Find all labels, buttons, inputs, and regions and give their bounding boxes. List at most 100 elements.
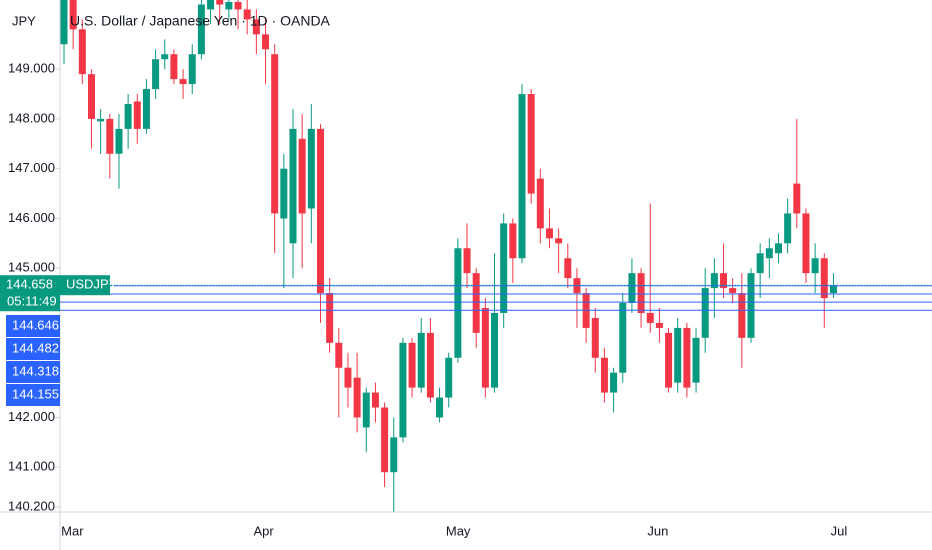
candle-body xyxy=(188,54,196,85)
candle-body xyxy=(491,312,499,388)
y-tick-label: 148.000 xyxy=(8,110,55,125)
candle-body xyxy=(390,437,398,473)
candle-body xyxy=(710,273,718,289)
candle-body xyxy=(426,332,434,398)
candle-body xyxy=(87,74,95,119)
candle-body xyxy=(784,213,792,244)
level-label: 144.318 xyxy=(12,363,59,378)
candle-body xyxy=(756,253,764,274)
candle-body xyxy=(371,392,379,408)
y-tick-label: 147.000 xyxy=(8,160,55,175)
level-label: 144.155 xyxy=(12,386,59,401)
candle-body xyxy=(307,128,315,209)
candle-body xyxy=(500,223,508,313)
candle-body xyxy=(692,337,700,383)
candle-body xyxy=(335,342,343,368)
candle-body xyxy=(124,103,132,129)
candle-body xyxy=(463,248,471,274)
candle-body xyxy=(170,54,178,80)
candle-body xyxy=(344,367,352,388)
y-tick-label: 141.000 xyxy=(8,459,55,474)
level-tag xyxy=(6,361,60,383)
candle-body xyxy=(142,89,150,129)
candle-body xyxy=(793,183,801,214)
price-tag xyxy=(0,275,60,312)
candle-body xyxy=(161,54,169,60)
candle-body xyxy=(197,4,205,55)
candle-body xyxy=(674,327,682,383)
candle-body xyxy=(591,317,599,358)
candle-body xyxy=(243,9,251,20)
candle-body xyxy=(820,258,828,299)
x-tick-label: Jul xyxy=(831,523,848,538)
candle-body xyxy=(765,248,773,259)
y-tick-label: 145.000 xyxy=(8,260,55,275)
candle-body xyxy=(472,273,480,333)
candle-body xyxy=(106,118,114,154)
candle-body xyxy=(564,258,572,279)
candle-body xyxy=(445,357,453,398)
currency-label: JPY xyxy=(12,13,36,28)
candle-body xyxy=(252,19,260,35)
candle-body xyxy=(78,29,86,75)
candle-body xyxy=(60,0,68,45)
y-tick-label: 142.000 xyxy=(8,409,55,424)
candle-body xyxy=(720,273,728,289)
candle-body xyxy=(774,243,782,254)
plot-area xyxy=(60,0,837,512)
candle-body xyxy=(509,223,517,259)
level-tag xyxy=(6,384,60,406)
candle-body xyxy=(115,128,123,154)
x-tick-label: Apr xyxy=(254,523,275,538)
candle-body xyxy=(536,178,544,229)
level-label: 144.482 xyxy=(12,340,59,355)
y-tick-label: 146.000 xyxy=(8,210,55,225)
symbol-label: USDJPY xyxy=(66,277,118,292)
candle-body xyxy=(97,118,105,122)
candle-body xyxy=(353,377,361,418)
x-tick-label: Mar xyxy=(61,523,84,538)
y-tick-label: 140.200 xyxy=(8,498,55,513)
candle-body xyxy=(802,213,810,274)
candle-body xyxy=(701,288,709,338)
candle-body xyxy=(179,79,187,85)
level-tag xyxy=(6,315,60,337)
level-label: 144.646 xyxy=(12,317,59,332)
candle-body xyxy=(417,332,425,388)
symbol-tag xyxy=(60,275,110,296)
candle-body xyxy=(655,322,663,328)
candle-body xyxy=(271,54,279,214)
candle-body xyxy=(738,293,746,338)
candle-body xyxy=(829,285,837,294)
chart-title: U.S. Dollar / Japanese Yen · 1D · OANDA xyxy=(70,13,331,29)
candle-body xyxy=(280,168,288,219)
candle-body xyxy=(133,101,141,129)
candle-body xyxy=(289,128,297,244)
candle-body xyxy=(600,357,608,393)
candle-body xyxy=(381,407,389,473)
x-tick-label: Jun xyxy=(647,523,668,538)
candle-body xyxy=(555,238,563,244)
candle-body xyxy=(326,293,334,343)
price-label: 144.658 xyxy=(6,277,53,292)
candle-body xyxy=(152,59,160,90)
candle-body xyxy=(207,0,215,10)
candle-body xyxy=(619,303,627,373)
candle-body xyxy=(436,397,444,418)
candle-body xyxy=(729,288,737,294)
level-tag xyxy=(6,338,60,360)
candle-body xyxy=(69,0,77,30)
candle-body xyxy=(747,273,755,338)
candle-body xyxy=(637,273,645,313)
candle-body xyxy=(527,94,535,194)
candle-body xyxy=(234,1,242,10)
candle-body xyxy=(408,342,416,388)
candle-body xyxy=(362,392,370,428)
candle-body xyxy=(646,312,654,323)
candle-body xyxy=(454,248,462,358)
candle-body xyxy=(262,34,270,50)
candle-body xyxy=(399,342,407,438)
candle-body xyxy=(316,128,324,294)
